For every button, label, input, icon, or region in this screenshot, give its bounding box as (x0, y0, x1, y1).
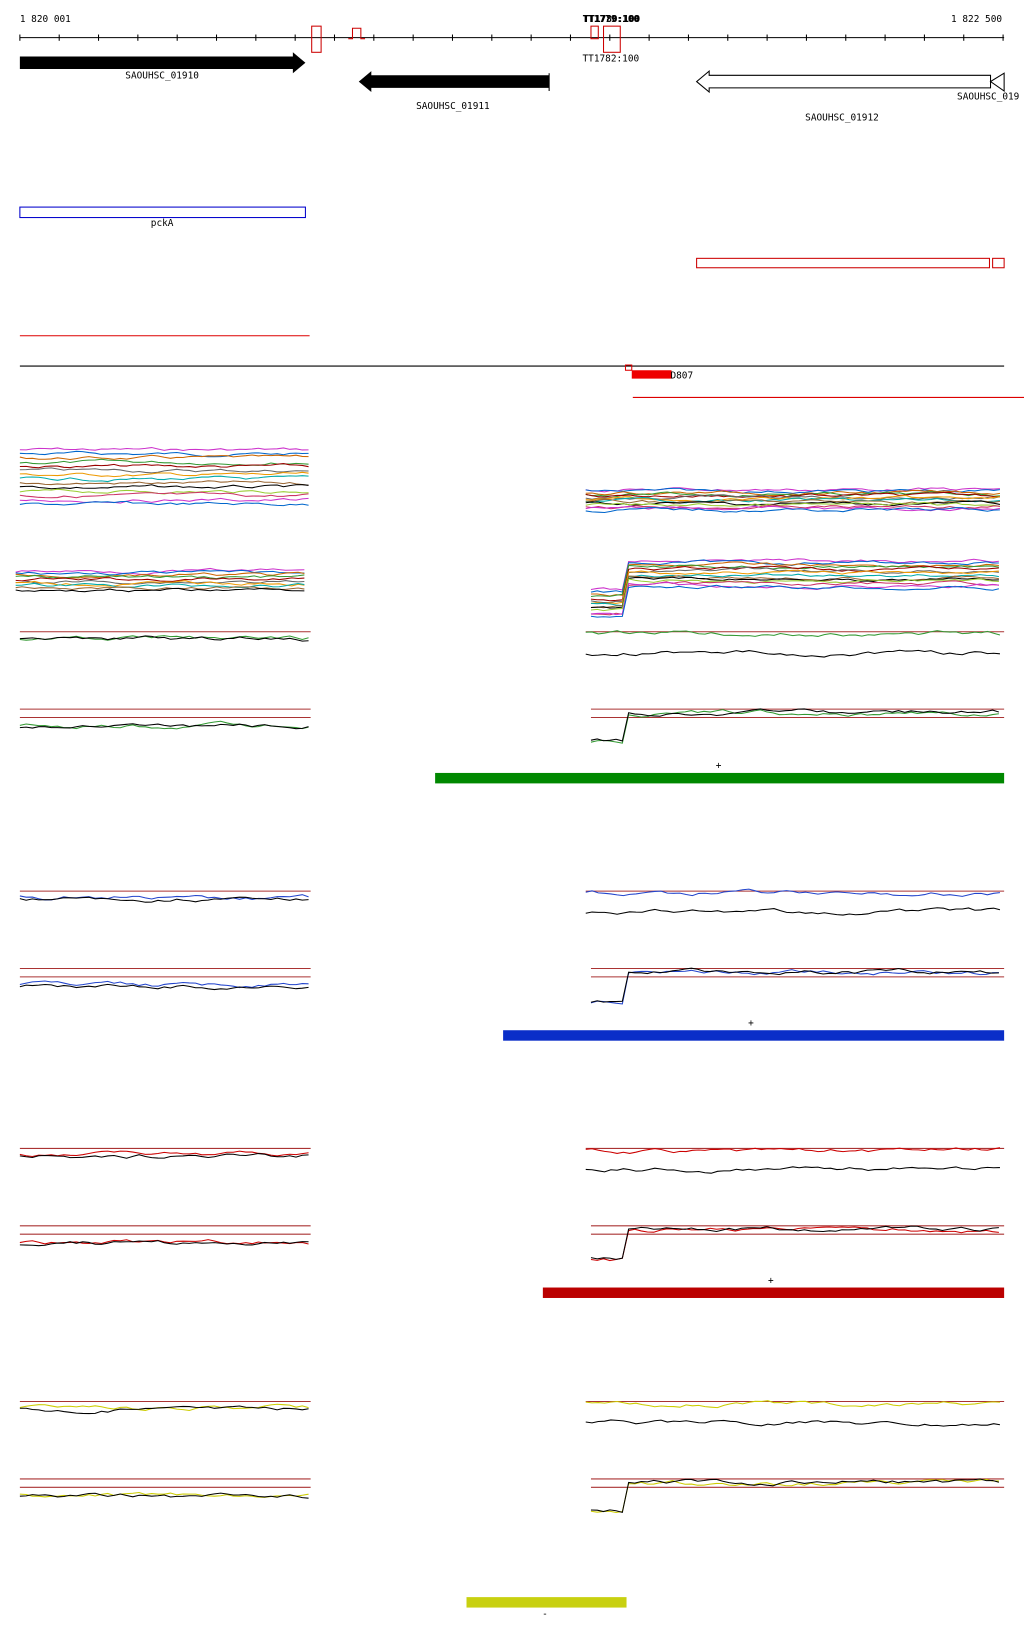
expression-curve (585, 1166, 1000, 1174)
expression-curve (585, 501, 1001, 507)
terminator-label: TT1780:100 (584, 14, 641, 25)
expression-curve (19, 723, 309, 730)
expression-curve (15, 569, 305, 576)
gene-arrow (358, 71, 550, 93)
gene-label: SAOUHSC_01911 (416, 101, 490, 112)
gene-arrow (695, 70, 992, 94)
operon-box (696, 257, 991, 269)
expression-curve (590, 1225, 999, 1260)
strand-label: + (768, 1275, 774, 1286)
expression-tracks (15, 447, 1005, 1514)
expression-curve (590, 708, 1000, 742)
expression-curve (19, 1153, 309, 1159)
expression-curve (19, 475, 309, 483)
expression-curve (15, 579, 305, 585)
expression-curve (585, 907, 1001, 916)
expression-curve (590, 969, 999, 1005)
gene-arrow (989, 72, 1005, 92)
terminator (590, 25, 599, 40)
expression-curve (590, 566, 999, 604)
expression-curve (19, 1240, 309, 1247)
expression-curve (19, 458, 309, 466)
strand-bar (466, 1597, 627, 1608)
expression-curve (585, 498, 1001, 505)
expression-curve (585, 1400, 1000, 1409)
terminator (348, 27, 366, 40)
expression-curve (590, 584, 1000, 618)
operon-label: pckA (151, 218, 174, 229)
operon-box (992, 257, 1005, 269)
expression-curve (585, 1147, 1001, 1154)
operon-box (19, 206, 306, 219)
terminator (311, 25, 322, 53)
gene-label: SAOUHSC_01910 (125, 70, 199, 81)
strand-label: - (542, 1609, 548, 1620)
expression-curve (15, 587, 305, 593)
expression-curve (590, 580, 999, 616)
expression-curve (19, 980, 309, 989)
expression-curve (19, 500, 309, 507)
expression-curve (590, 558, 999, 591)
expression-curve (585, 497, 1000, 504)
terminator-label: TT1779:100 (583, 14, 640, 25)
expression-curve (19, 983, 309, 991)
expression-curve (19, 467, 309, 474)
expression-curve (585, 506, 1000, 514)
gene-arrow (19, 52, 306, 74)
terminators (311, 25, 621, 53)
expression-curve (19, 447, 309, 452)
expression-curve (19, 635, 309, 642)
expression-curve (590, 1478, 1000, 1514)
expression-curve (19, 471, 309, 478)
expression-curve (590, 967, 999, 1003)
expression-curve (19, 896, 309, 903)
expression-curve (585, 1419, 1001, 1427)
strand-label: + (716, 761, 722, 772)
expression-curve (19, 1405, 309, 1415)
expression-curve (15, 582, 305, 589)
expression-curve (19, 454, 309, 460)
gene-label: SAOUHSC_019 (957, 91, 1020, 102)
expression-curve (585, 630, 1001, 637)
feature-mark (624, 364, 633, 371)
expression-curve (15, 586, 305, 591)
ruler-end: 1 822 500 (951, 14, 1002, 25)
genes: SAOUHSC_01910 SAOUHSC_01911 SAOUHSC_019 … (19, 52, 1020, 123)
strand-label: + (748, 1018, 754, 1029)
expression-curve (585, 888, 1001, 897)
expression-curve (590, 573, 999, 607)
feature-box (631, 370, 672, 379)
strand-bar (542, 1287, 1005, 1298)
expression-curve (19, 491, 309, 499)
expression-curve (590, 565, 999, 602)
expression-curve (590, 1478, 999, 1514)
expression-curve (590, 569, 999, 605)
ruler: 1 820 001 1 822 500 TT1779:100 TT1780:10… (19, 14, 1005, 65)
gene-label: SAOUHSC_01912 (805, 112, 879, 123)
strand-bar (503, 1030, 1005, 1041)
expression-curve (590, 1226, 999, 1262)
expression-curve (19, 1492, 309, 1499)
terminator (602, 25, 621, 53)
ruler-start: 1 820 001 (20, 14, 71, 25)
strand-bar (435, 772, 1005, 784)
expression-curve (19, 480, 309, 486)
expression-curve (19, 1150, 309, 1158)
expression-curve (590, 576, 999, 609)
expression-curve (19, 484, 309, 490)
expression-curve (590, 578, 999, 612)
expression-curve (19, 497, 309, 504)
expression-curve (15, 580, 305, 587)
feature-label: D807 (670, 371, 693, 382)
terminator-label: TT1782:100 (583, 54, 640, 65)
expression-curve (585, 649, 1000, 658)
expression-curve (19, 463, 309, 469)
expression-curve (19, 450, 309, 458)
expression-curve (15, 577, 305, 582)
expression-curve (590, 709, 999, 744)
expression-curve (585, 489, 1001, 497)
expression-curve (585, 491, 1000, 498)
